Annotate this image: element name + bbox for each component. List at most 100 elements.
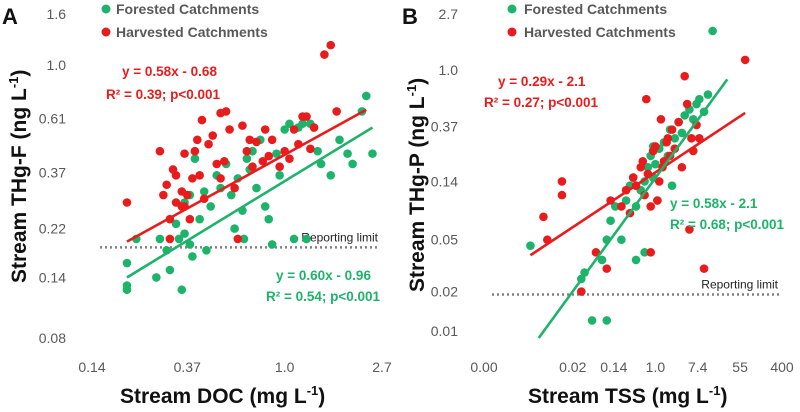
- panel-a-ticks: 0.14 0.37 1.0 2.7 0.08 0.14 0.22 0.37 0.61 1.0 1.6: [39, 6, 392, 375]
- panel-b-forested-stats: R² = 0.68; p<0.001: [670, 217, 785, 232]
- panel-a-y-tick: 0.22: [39, 221, 66, 237]
- panel-b-harvested-point: [677, 162, 687, 172]
- panel-b-forested-point: [708, 26, 717, 36]
- panel-a-y-tick: 0.08: [39, 330, 66, 346]
- panel-b-x-axis-title-close: ): [720, 385, 727, 408]
- panel-a-x-axis-title: Stream DOC (mg L-1): [120, 383, 325, 408]
- panel-a-harvested-point: [230, 183, 239, 193]
- panel-b-legend-harvested-marker: [507, 27, 517, 37]
- panel-a-harvested-point: [155, 146, 165, 156]
- panel-a-forested-point: [155, 234, 165, 244]
- panel-b-x-axis-title-sup: -1: [709, 383, 721, 398]
- panel-a-forested-point: [343, 149, 352, 158]
- panel-b-forested-point: [621, 196, 631, 205]
- panel-a-harvested-point: [216, 174, 225, 183]
- panel-a-forested-point: [206, 202, 215, 211]
- panel-a-y-tick: 0.61: [39, 110, 66, 126]
- panel-b-harvested-point: [539, 212, 548, 222]
- panel-a: A 0.14 0.37 1.0 2.7 0.08 0.14 0.22 0.37 0.61 1.0 1…: [2, 1, 392, 408]
- panel-b-y-tick: 2.7: [439, 6, 459, 22]
- panel-a-harvested-point: [306, 144, 315, 154]
- panel-a-forested-point: [361, 91, 371, 101]
- panel-a-forested-point: [252, 183, 261, 193]
- panel-a-x-tick: 1.0: [275, 359, 295, 375]
- panel-a-legend-forested: Forested Catchments: [116, 1, 259, 17]
- panel-a-forested-point: [174, 234, 184, 244]
- panel-b-x-tick: 7.4: [688, 359, 708, 375]
- panel-a-x-tick: 2.7: [372, 359, 392, 375]
- panel-b-y-tick: 0.05: [431, 232, 458, 248]
- panel-b-forested-point: [670, 134, 680, 143]
- panel-b-y-tick: 0.02: [431, 284, 458, 300]
- panel-a-y-axis-title: Stream THg-F (ng L-1): [6, 70, 31, 283]
- panel-a-forested-point: [242, 154, 252, 163]
- panel-b-harvested-point: [662, 137, 671, 147]
- panel-b-y-tick: 0.37: [431, 118, 458, 134]
- panel-a-harvested-point: [190, 146, 200, 156]
- panel-a-harvested-point: [238, 121, 247, 130]
- panel-a-forested-point: [177, 285, 187, 295]
- panel-a-harvested-point: [208, 131, 218, 140]
- panel-a-harvested-point: [204, 139, 213, 149]
- panel-a-forested-point: [190, 154, 200, 163]
- panel-a-harvested-point: [195, 171, 204, 180]
- panel-b-harvested-point: [682, 99, 692, 109]
- panel-a-forested-point: [185, 240, 195, 249]
- panel-b-harvested-point: [680, 71, 689, 81]
- panel-b-forested-equation: y = 0.58x - 2.1: [670, 196, 758, 211]
- panel-b-forested-point: [597, 255, 607, 265]
- panel-a-harvested-point: [182, 190, 192, 200]
- panel-a-forested-point: [326, 171, 336, 180]
- panel-b-harvested-point: [667, 125, 677, 134]
- panel-a-harvested-point: [285, 154, 294, 163]
- panel-a-harvested-point: [162, 180, 171, 190]
- panel-a-harvested-point: [185, 214, 195, 224]
- panel-a-harvested-point: [260, 125, 270, 134]
- panel-a-forested-point: [180, 229, 189, 238]
- panel-a-harvested-equation: y = 0.58x - 0.68: [122, 64, 217, 79]
- panel-a-forested-stats: R² = 0.54; p<0.001: [266, 289, 381, 304]
- panel-a-y-tick: 1.0: [47, 57, 67, 73]
- panel-a-harvested-fit-line: [126, 108, 367, 243]
- panel-b-harvested-point: [656, 114, 666, 124]
- panel-b-harvested-point: [617, 202, 626, 211]
- panel-a-harvested-point: [225, 125, 234, 134]
- panel-a-forested-point: [275, 171, 284, 180]
- panel-b-harvested-point: [653, 196, 662, 205]
- panel-a-harvested-point: [245, 135, 255, 145]
- panel-b-harvested-point: [628, 173, 638, 182]
- panel-a-harvested-point: [212, 159, 222, 169]
- panel-a-harvested-point: [289, 125, 299, 134]
- panel-b-harvested-point: [654, 177, 664, 186]
- panel-a-fit-lines: [126, 108, 374, 279]
- panel-b-y-axis-title: Stream THg-P (ng L-1): [404, 78, 429, 292]
- panel-b-forested-point: [695, 94, 704, 104]
- panel-a-harvested-point: [275, 162, 284, 171]
- panel-a-forested-point: [348, 159, 357, 169]
- panel-a-forested-point: [165, 265, 175, 275]
- panel-a-forested-point: [239, 234, 249, 244]
- panel-a-harvested-point: [252, 137, 261, 147]
- panel-b-reporting-limit-label: Reporting limit: [701, 277, 778, 291]
- panel-b-y-tick: 0.01: [431, 323, 458, 339]
- panel-a-harvested-stats: R² = 0.39; p<0.001: [106, 87, 221, 102]
- panel-a-forested-point: [335, 135, 344, 145]
- panel-b-x-tick: 1.0: [646, 359, 666, 375]
- panel-a-forested-point: [202, 245, 211, 255]
- panel-b-forested-point: [611, 202, 620, 211]
- panel-b-harvested-point: [646, 248, 655, 257]
- panel-a-forested-point: [171, 219, 181, 229]
- panel-a-forested-point: [302, 234, 311, 244]
- panel-b-harvested-point: [602, 264, 612, 273]
- panel-b-fit-lines: [529, 78, 746, 339]
- panel-b-harvested-point: [674, 117, 683, 127]
- panel-b-y-axis-title-text: Stream THg-P (ng L: [406, 96, 429, 292]
- panel-a-harvested-point: [171, 171, 181, 180]
- panel-a-x-axis-title-close: ): [318, 385, 325, 408]
- panel-a-label: A: [2, 4, 18, 29]
- panel-a-forested-point: [289, 234, 299, 244]
- panel-a-harvested-point: [264, 151, 274, 161]
- panel-a-harvested-point: [159, 190, 168, 200]
- panel-a-y-tick: 1.6: [47, 6, 67, 22]
